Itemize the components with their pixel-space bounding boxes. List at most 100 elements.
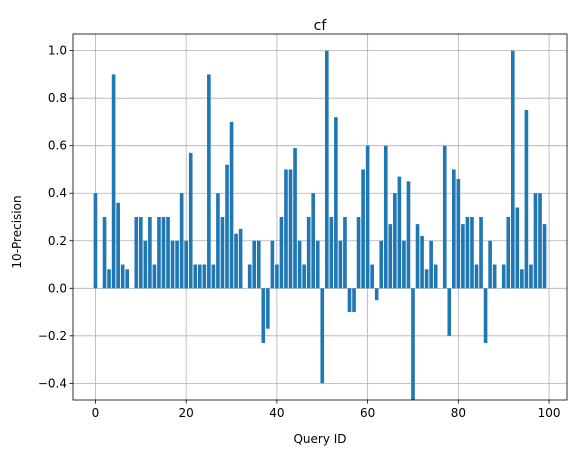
bar [247,264,252,289]
bar [520,269,524,289]
bar [429,240,433,289]
bar [116,202,120,289]
y-tick-label: 0.6 [48,139,67,153]
bar [120,264,125,289]
bar [315,240,320,289]
bar [279,217,284,289]
bar [102,217,107,289]
bar [447,288,452,336]
bar [393,193,397,289]
bar [188,152,193,289]
bar [483,288,488,343]
bar [383,145,388,289]
bar [252,240,257,289]
bar [365,145,370,289]
bar [175,240,179,289]
bar [125,269,130,289]
bar [361,169,365,289]
bar [238,228,243,289]
bar [343,217,347,289]
bar [542,224,547,289]
bar [93,193,98,289]
bar [352,288,356,313]
bar [488,240,492,289]
bar [297,240,302,289]
bar [510,50,515,289]
bar [456,178,461,289]
x-tick-label: 40 [269,406,284,420]
bar [266,288,270,329]
bar [356,217,361,289]
bar [179,193,184,289]
bar [338,240,343,289]
bar [379,240,384,289]
bar [284,169,288,289]
y-axis-label: 10-Precision [10,195,24,268]
bar [216,193,220,289]
x-tick-label: 80 [451,406,466,420]
bar [270,240,275,289]
bar [515,207,520,289]
bars [93,50,547,400]
bar [202,264,207,289]
bar [152,264,157,289]
x-tick-label: 0 [92,406,100,420]
y-tick-label: −0.2 [38,329,67,343]
x-axis-label: Query ID [293,432,346,446]
bar [143,240,148,289]
bar [388,224,393,289]
bar [411,288,415,400]
bar [415,224,420,289]
bar [374,288,379,301]
bar [442,145,447,289]
bar [148,217,152,289]
bar [320,288,325,384]
y-tick-label: −0.4 [38,376,67,390]
bar [474,264,479,289]
y-tick-label: 0.4 [48,186,67,200]
y-tick-label: 0.8 [48,91,67,105]
bar [501,264,506,289]
plot-frame [72,33,568,401]
x-tick-label: 20 [179,406,194,420]
y-tick-label: 1.0 [48,44,67,58]
bar [420,236,424,289]
bar [370,264,374,289]
bar [157,217,161,289]
bar [524,110,529,289]
bar [479,217,483,289]
bar [506,217,511,289]
bar [492,264,497,289]
bar [402,240,406,289]
bar [424,269,429,289]
bar [197,264,202,289]
bar [134,217,139,289]
bar [461,224,465,289]
bar [107,269,111,289]
bar [538,193,542,289]
bar [406,181,411,289]
bar [229,121,234,289]
y-tick-label: 0.2 [48,234,67,248]
bar [170,240,175,289]
ticks: 0 20 40 60 80 100 −0.4 −0.2 0.0 0.2 0.4 0.6 0.8 1.0 [38,44,561,420]
x-tick-label: 100 [538,406,561,420]
bar [261,288,266,343]
bar [533,193,538,289]
x-tick-label: 60 [360,406,375,420]
bar [465,217,470,289]
bar [234,233,238,289]
bar [433,264,438,289]
bar [288,169,293,289]
bar [347,288,352,313]
bar [397,176,402,289]
bar [220,217,225,289]
bar [529,264,533,289]
bar [184,240,188,289]
bar [324,50,329,289]
bar [302,264,306,289]
bar [139,217,143,289]
bar [193,264,198,289]
bar [470,217,474,289]
bar [111,74,116,289]
